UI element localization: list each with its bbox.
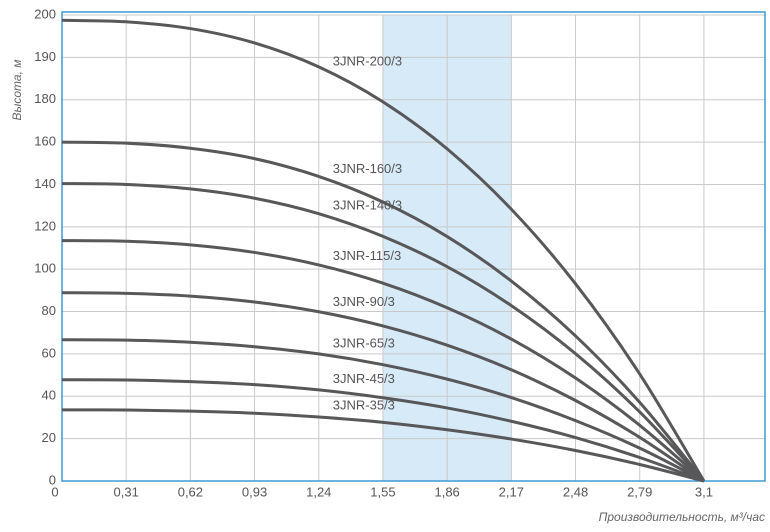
x-tick-label: 0 (51, 484, 58, 499)
curve-label: 3JNR-160/3 (333, 161, 402, 176)
curve-label: 3JNR-140/3 (333, 198, 402, 213)
y-tick-label: 0 (49, 472, 56, 487)
curve-label: 3JNR-90/3 (333, 294, 395, 309)
curve (61, 18, 706, 482)
x-tick-label: 2,48 (563, 484, 588, 499)
y-tick-label: 180 (34, 91, 56, 106)
x-axis-title: Производительность, м³/час (599, 510, 765, 524)
x-tick-label: 1,86 (434, 484, 459, 499)
y-tick-label: 100 (34, 261, 56, 276)
y-axis-title: Высота, м (10, 60, 24, 121)
x-tick-label: 2,79 (627, 484, 652, 499)
curve (61, 378, 705, 483)
y-tick-label: 20 (42, 430, 56, 445)
y-tick-label: 60 (42, 345, 56, 360)
y-tick-label: 160 (34, 134, 56, 149)
curve (61, 291, 705, 483)
y-tick-label: 140 (34, 176, 56, 191)
x-tick-label: 3,1 (695, 484, 713, 499)
y-tick-label: 200 (34, 6, 56, 21)
x-tick-label: 0,62 (178, 484, 203, 499)
curve-label: 3JNR-45/3 (333, 371, 395, 386)
curve (61, 182, 706, 483)
curve (61, 239, 705, 483)
curve-label: 3JNR-115/3 (333, 248, 401, 263)
x-tick-label: 0,93 (242, 484, 267, 499)
curve (61, 338, 705, 483)
curve (61, 408, 705, 483)
x-tick-label: 2,17 (499, 484, 524, 499)
x-tick-label: 0,31 (114, 484, 139, 499)
curve-label: 3JNR-200/3 (333, 53, 402, 68)
x-tick-label: 1,24 (306, 484, 331, 499)
curve-label: 3JNR-65/3 (333, 336, 395, 351)
y-tick-label: 40 (42, 388, 56, 403)
y-tick-label: 80 (42, 303, 56, 318)
y-tick-label: 120 (34, 218, 56, 233)
x-tick-label: 1,55 (370, 484, 395, 499)
curve (61, 140, 706, 482)
curve-label: 3JNR-35/3 (333, 398, 395, 413)
plot-border (61, 11, 766, 482)
y-tick-label: 190 (34, 49, 56, 64)
